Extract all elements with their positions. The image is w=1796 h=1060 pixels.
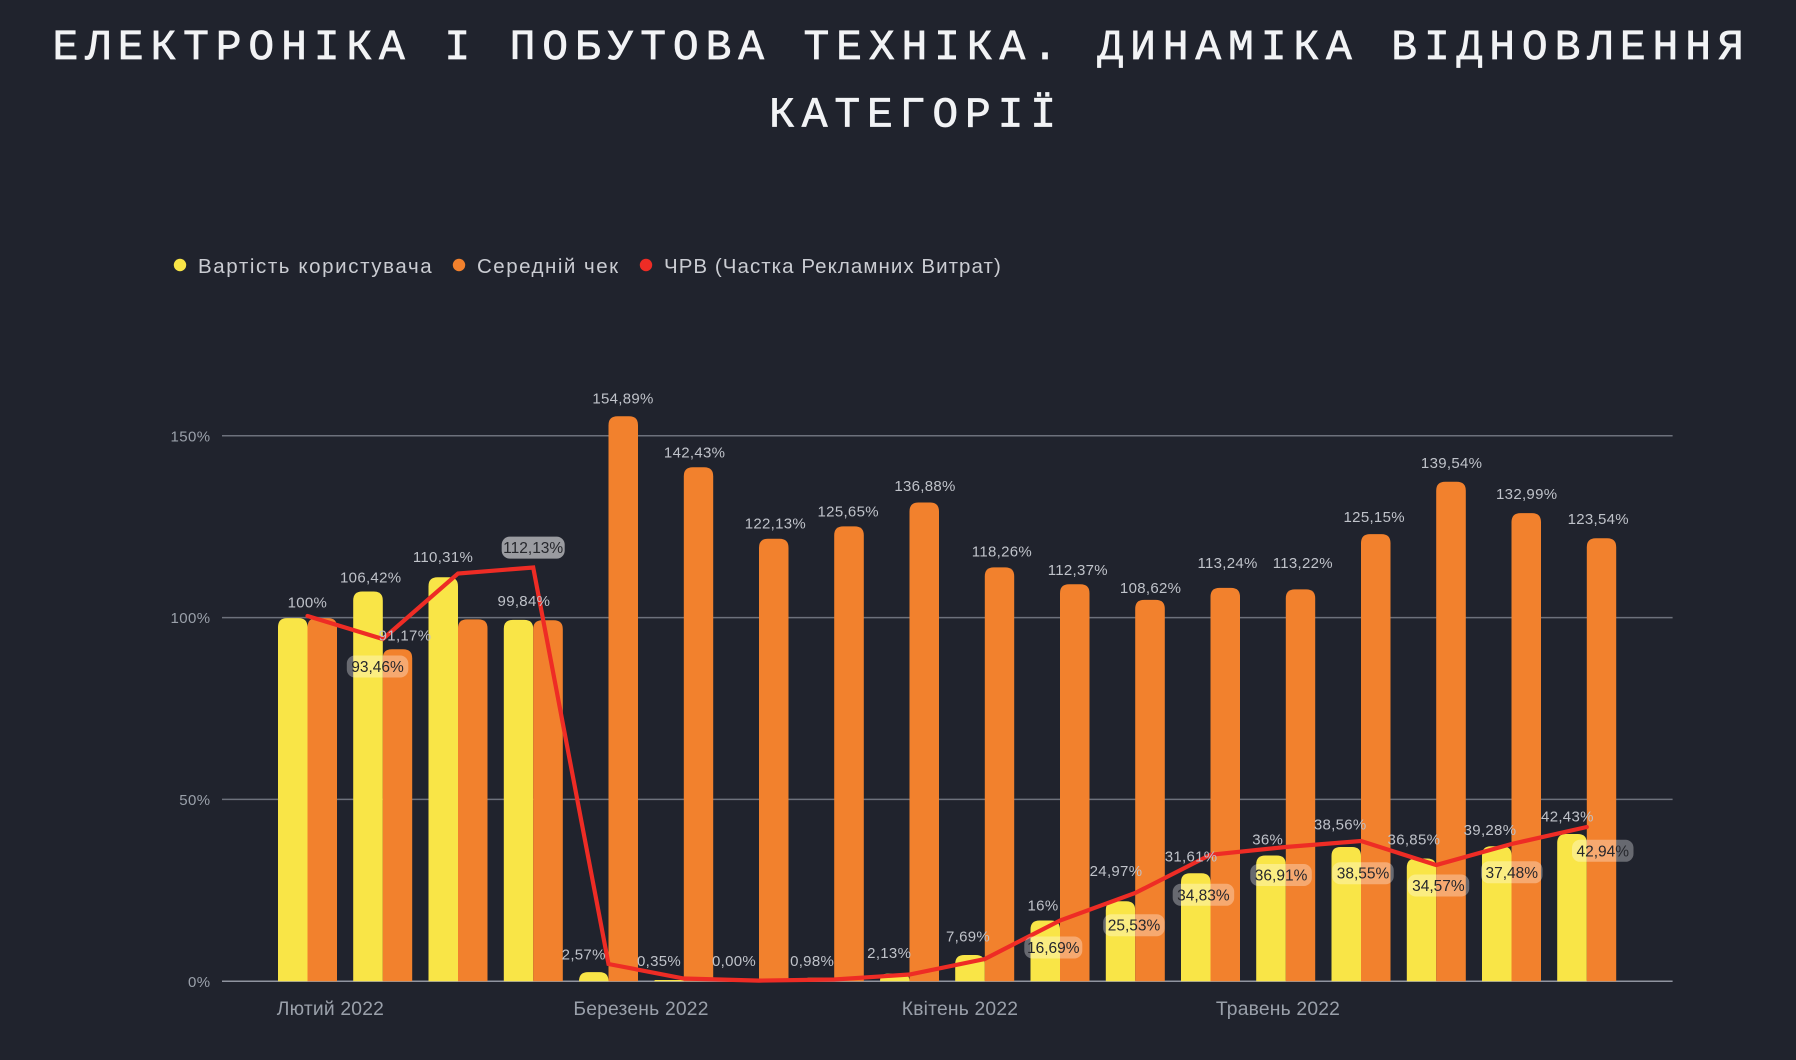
svg-text:0,35%: 0,35% <box>637 953 681 970</box>
svg-text:36,91%: 36,91% <box>1255 868 1308 885</box>
svg-text:100%: 100% <box>288 595 328 612</box>
svg-text:50%: 50% <box>179 792 210 809</box>
svg-text:39,28%: 39,28% <box>1464 822 1517 839</box>
svg-text:2,13%: 2,13% <box>867 945 911 962</box>
svg-text:31,61%: 31,61% <box>1165 849 1218 866</box>
svg-text:Середній чек: Середній чек <box>477 255 620 278</box>
svg-text:113,24%: 113,24% <box>1197 555 1257 572</box>
svg-text:0,00%: 0,00% <box>712 953 756 970</box>
svg-text:132,99%: 132,99% <box>1496 486 1557 503</box>
svg-text:154,89%: 154,89% <box>592 391 653 408</box>
svg-text:Травень 2022: Травень 2022 <box>1216 999 1340 1020</box>
svg-text:91,17%: 91,17% <box>379 628 432 645</box>
svg-text:142,43%: 142,43% <box>664 445 725 462</box>
svg-text:38,55%: 38,55% <box>1337 866 1390 883</box>
svg-text:ЕЛЕКТРОНІКА І ПОБУТОВА ТЕХНІКА: ЕЛЕКТРОНІКА І ПОБУТОВА ТЕХНІКА. ДИНАМІКА… <box>52 23 1750 72</box>
svg-text:36,85%: 36,85% <box>1388 832 1441 849</box>
svg-text:108,62%: 108,62% <box>1120 580 1181 597</box>
svg-text:113,22%: 113,22% <box>1273 555 1333 572</box>
svg-text:99,84%: 99,84% <box>498 593 551 610</box>
svg-text:100%: 100% <box>171 610 211 627</box>
svg-text:Березень 2022: Березень 2022 <box>573 999 708 1020</box>
svg-text:136,88%: 136,88% <box>894 478 955 495</box>
svg-text:42,94%: 42,94% <box>1577 843 1630 860</box>
svg-text:16%: 16% <box>1028 898 1059 915</box>
svg-text:0,98%: 0,98% <box>790 953 834 970</box>
svg-text:112,13%: 112,13% <box>503 540 563 557</box>
svg-text:139,54%: 139,54% <box>1421 455 1482 472</box>
svg-text:34,57%: 34,57% <box>1412 878 1465 895</box>
svg-text:КАТЕГОРІЇ: КАТЕГОРІЇ <box>769 91 1063 140</box>
svg-text:34,83%: 34,83% <box>1177 887 1230 904</box>
svg-text:38,56%: 38,56% <box>1314 816 1367 833</box>
svg-text:118,26%: 118,26% <box>972 544 1032 561</box>
svg-text:ЧРВ (Частка Рекламних Витрат): ЧРВ (Частка Рекламних Витрат) <box>664 255 1002 278</box>
svg-text:125,15%: 125,15% <box>1344 509 1405 526</box>
svg-text:Вартість користувача: Вартість користувача <box>198 255 433 278</box>
svg-text:112,37%: 112,37% <box>1048 562 1108 579</box>
svg-text:2,57%: 2,57% <box>562 947 606 964</box>
svg-text:25,53%: 25,53% <box>1108 918 1161 935</box>
svg-text:7,69%: 7,69% <box>946 928 990 945</box>
svg-text:36%: 36% <box>1252 832 1283 849</box>
svg-text:37,48%: 37,48% <box>1486 865 1539 882</box>
svg-text:0%: 0% <box>188 974 210 991</box>
svg-text:24,97%: 24,97% <box>1090 863 1143 880</box>
svg-text:16,69%: 16,69% <box>1027 940 1080 957</box>
svg-text:150%: 150% <box>171 428 211 445</box>
svg-text:Квітень 2022: Квітень 2022 <box>902 999 1018 1020</box>
svg-text:93,46%: 93,46% <box>351 659 404 676</box>
svg-text:42,43%: 42,43% <box>1541 809 1594 826</box>
svg-text:110,31%: 110,31% <box>413 549 473 566</box>
svg-text:123,54%: 123,54% <box>1568 511 1629 528</box>
svg-text:Лютий 2022: Лютий 2022 <box>277 999 384 1020</box>
svg-text:106,42%: 106,42% <box>340 570 401 587</box>
svg-text:125,65%: 125,65% <box>818 503 879 520</box>
svg-text:122,13%: 122,13% <box>745 515 806 532</box>
